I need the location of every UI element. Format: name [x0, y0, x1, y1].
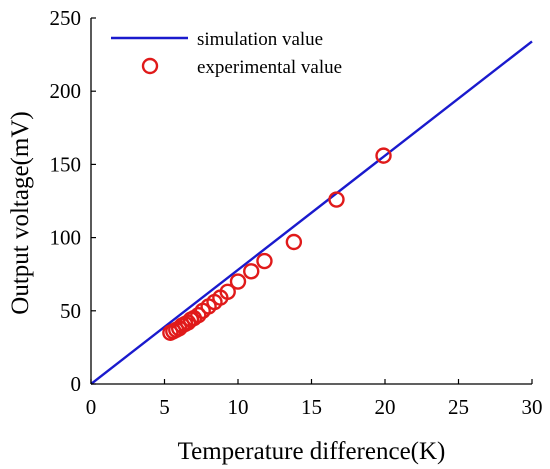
x-tick-label: 10	[228, 395, 249, 419]
x-axis-label: Temperature difference(K)	[178, 438, 446, 465]
y-axis-label: Output voltage(mV)	[7, 111, 34, 314]
experimental-point	[229, 273, 247, 290]
experimental-point	[243, 263, 260, 280]
tick-labels: 0 5 10 15 20 25 30 0 50 100 150 200 250	[50, 6, 543, 419]
ticks	[90, 17, 533, 385]
x-tick-label: 0	[86, 395, 97, 419]
x-tick-label: 15	[301, 395, 322, 419]
experimental-point	[190, 306, 207, 324]
x-tick-label: 30	[522, 395, 543, 419]
y-tick-label: 250	[50, 6, 82, 30]
y-tick-label: 100	[50, 226, 82, 250]
experimental-point	[285, 233, 303, 251]
legend-marker-swatch	[141, 57, 159, 75]
experimental-point	[375, 147, 392, 164]
y-tick-label: 0	[71, 372, 82, 396]
y-tick-label: 200	[50, 79, 82, 103]
y-tick-label: 50	[60, 299, 81, 323]
experimental-point	[219, 283, 236, 300]
x-tick-label: 5	[159, 395, 170, 419]
plot-area	[90, 40, 533, 385]
experimental-point	[256, 252, 273, 270]
experimental-point	[328, 191, 345, 208]
y-tick-label: 150	[50, 152, 82, 176]
simulation-line	[90, 40, 533, 385]
legend-label-experimental: experimental value	[197, 57, 342, 78]
legend-label-simulation: simulation value	[197, 29, 323, 50]
legend: simulation value experimental value	[111, 29, 342, 78]
x-tick-label: 20	[375, 395, 396, 419]
x-tick-label: 25	[448, 395, 469, 419]
